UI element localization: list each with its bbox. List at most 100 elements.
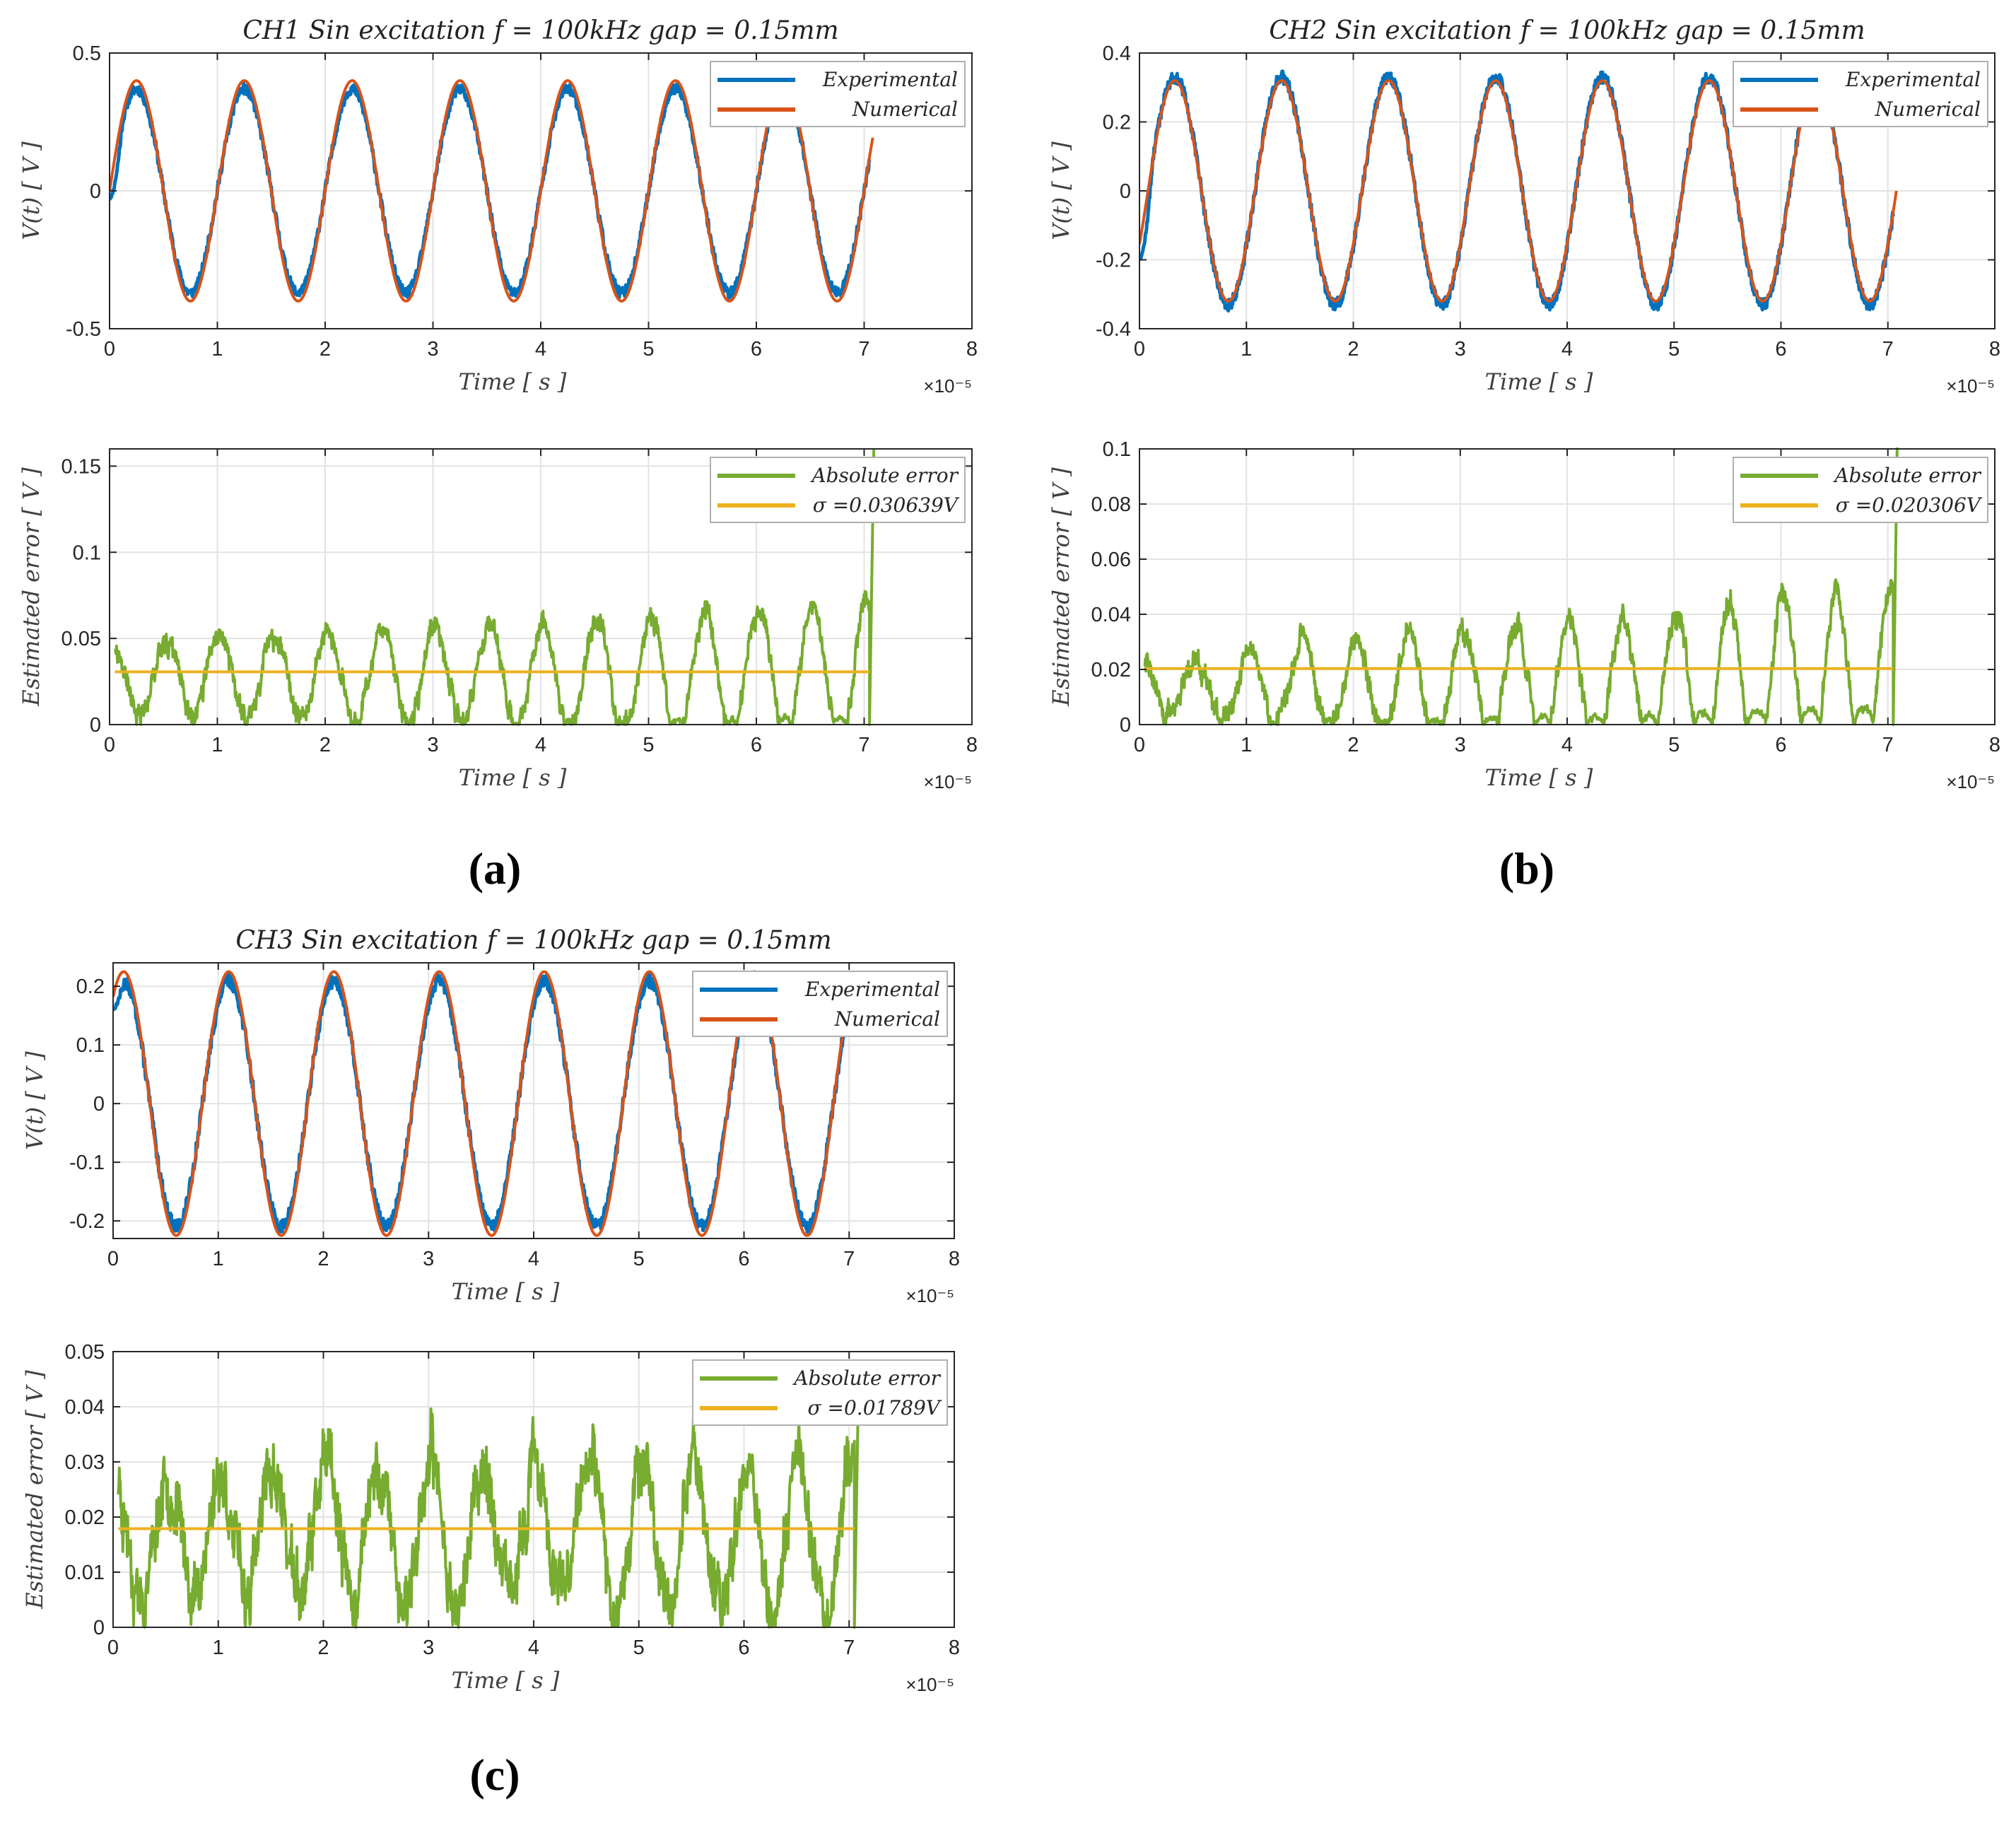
y-tick-label: 0.02 (1091, 659, 1131, 681)
x-axis-label: Time [ s ] (459, 368, 567, 395)
legend-entry: Experimental (804, 978, 940, 1001)
y-tick-label: 0.05 (65, 1341, 105, 1364)
x-tick-label: 7 (1882, 338, 1894, 361)
chart-c-bottom: 0 1 2 3 4 5 6 7 8 0 0.01 0.02 0.03 0.04 0.05 ×10⁻⁵ Time … (21, 1341, 960, 1695)
x-tick-label: 3 (423, 1248, 434, 1270)
y-axis-label: V(t) [ V ] (18, 141, 45, 240)
x-tick-label: 8 (949, 1248, 960, 1270)
y-tick-label: 0.2 (1103, 112, 1131, 134)
legend-entry: Numerical (834, 1007, 940, 1031)
series-line-numerical (110, 79, 874, 303)
x-tick-label: 3 (1455, 734, 1466, 756)
y-tick-label: -0.4 (1096, 318, 1131, 341)
legend-box (1733, 457, 1988, 523)
x-tick-label: 0 (107, 1636, 119, 1659)
legend-box (1733, 61, 1988, 127)
x-tick-label: 6 (1775, 338, 1786, 361)
y-tick-label: -0.2 (1096, 250, 1131, 272)
x-tick-label: 2 (320, 338, 331, 361)
y-tick-label: 0.01 (65, 1562, 105, 1584)
legend-box (710, 457, 966, 523)
y-tick-label: 0.15 (61, 455, 101, 478)
x-tick-label: 7 (843, 1636, 855, 1659)
y-tick-label: 0.1 (76, 1034, 105, 1057)
x-tick-label: 8 (1989, 338, 2000, 361)
chart-title: CH3 Sin excitation f = 100kHz gap = 0.15… (235, 926, 831, 955)
legend-entry: Experimental (822, 68, 958, 91)
chart-title: CH1 Sin excitation f = 100kHz gap = 0.15… (242, 16, 838, 45)
chart-title: CH2 Sin excitation f = 100kHz gap = 0.15… (1269, 16, 1865, 45)
y-tick-label: 0.5 (73, 42, 101, 65)
x-tick-label: 4 (535, 338, 546, 361)
panel-label-b: (b) (1499, 843, 1554, 894)
x-exponent-label: ×10⁻⁵ (1946, 771, 1995, 792)
x-tick-label: 2 (1347, 338, 1359, 361)
y-tick-label: 0.06 (1091, 549, 1131, 571)
chart-b-bottom: 0 1 2 3 4 5 6 7 8 0 0.02 0.04 0.06 0.08 0.1 ×10⁻⁵ Time [… (1048, 438, 2000, 792)
x-tick-label: 4 (528, 1636, 539, 1659)
x-tick-label: 3 (1455, 338, 1466, 361)
y-axis-label: V(t) [ V ] (1048, 141, 1074, 240)
x-tick-label: 2 (317, 1248, 329, 1270)
x-tick-label: 5 (643, 734, 654, 756)
legend-box (710, 61, 966, 127)
y-tick-label: 0 (90, 714, 101, 737)
y-tick-label: 0.08 (1091, 493, 1131, 516)
y-tick-label: 0.1 (1103, 438, 1131, 461)
x-tick-label: 1 (1241, 734, 1252, 756)
y-tick-label: -0.2 (69, 1210, 105, 1233)
x-tick-label: 6 (751, 338, 762, 361)
legend-entry: Absolute error (809, 464, 959, 487)
x-tick-label: 1 (213, 1636, 224, 1659)
y-tick-label: 0.4 (1103, 42, 1131, 65)
y-tick-label: 0.03 (65, 1451, 105, 1474)
x-tick-label: 7 (858, 734, 869, 756)
series-group (1143, 447, 1899, 726)
legend-entry: Numerical (1875, 98, 1981, 121)
x-tick-label: 3 (427, 734, 438, 756)
legend-entry: Absolute error (792, 1366, 941, 1390)
x-tick-label: 6 (738, 1248, 749, 1270)
x-tick-label: 1 (213, 1248, 224, 1270)
x-tick-label: 4 (1561, 338, 1573, 361)
y-tick-label: 0 (93, 1093, 105, 1116)
x-tick-label: 6 (751, 734, 762, 756)
x-tick-label: 5 (633, 1636, 645, 1659)
x-tick-label: 4 (535, 734, 546, 756)
series-line-absolute-error (1143, 447, 1899, 726)
series-group (117, 1378, 860, 1629)
legend: Absolute error σ =0.01789V (692, 1359, 948, 1426)
x-exponent-label: ×10⁻⁵ (1946, 375, 1995, 397)
x-tick-label: 4 (1561, 734, 1573, 756)
legend-entry: Numerical (852, 98, 958, 121)
x-tick-label: 0 (107, 1248, 119, 1270)
x-tick-label: 6 (1775, 734, 1786, 756)
legend-entry: Absolute error (1832, 464, 1981, 487)
x-tick-label: 8 (966, 338, 978, 361)
x-axis-label: Time [ s ] (1485, 764, 1593, 791)
series-line-numerical (113, 970, 859, 1237)
y-axis-label: Estimated error [ V ] (18, 467, 45, 707)
x-tick-label: 1 (1241, 338, 1252, 361)
chart-c-top: 0 1 2 3 4 5 6 7 8 -0.2 -0.1 0 0.1 0.2 ×10⁻⁵ Time [ s ] V… (21, 926, 960, 1306)
panel-label-c: (c) (469, 1750, 520, 1800)
x-tick-label: 8 (1989, 734, 2000, 756)
x-axis-label: Time [ s ] (452, 1278, 560, 1305)
chart-b-top: 0 1 2 3 4 5 6 7 8 -0.4 -0.2 0 0.2 0.4 ×10⁻⁵ Time [ s ] V… (1048, 16, 2000, 397)
x-exponent-label: ×10⁻⁵ (923, 771, 972, 792)
y-tick-label: -0.5 (66, 318, 101, 341)
legend: Absolute error σ =0.030639V (710, 457, 966, 523)
legend: Experimental Numerical (710, 61, 966, 127)
y-tick-label: 0.2 (76, 976, 105, 998)
panel-label-a: (a) (469, 843, 522, 894)
x-axis-label: Time [ s ] (1485, 368, 1593, 395)
x-tick-label: 1 (211, 734, 223, 756)
x-exponent-label: ×10⁻⁵ (906, 1674, 954, 1695)
x-tick-label: 1 (211, 338, 223, 361)
x-tick-label: 3 (427, 338, 438, 361)
x-tick-label: 5 (643, 338, 654, 361)
x-tick-label: 0 (104, 338, 115, 361)
y-tick-label: 0 (93, 1617, 105, 1639)
series-group (110, 79, 874, 303)
